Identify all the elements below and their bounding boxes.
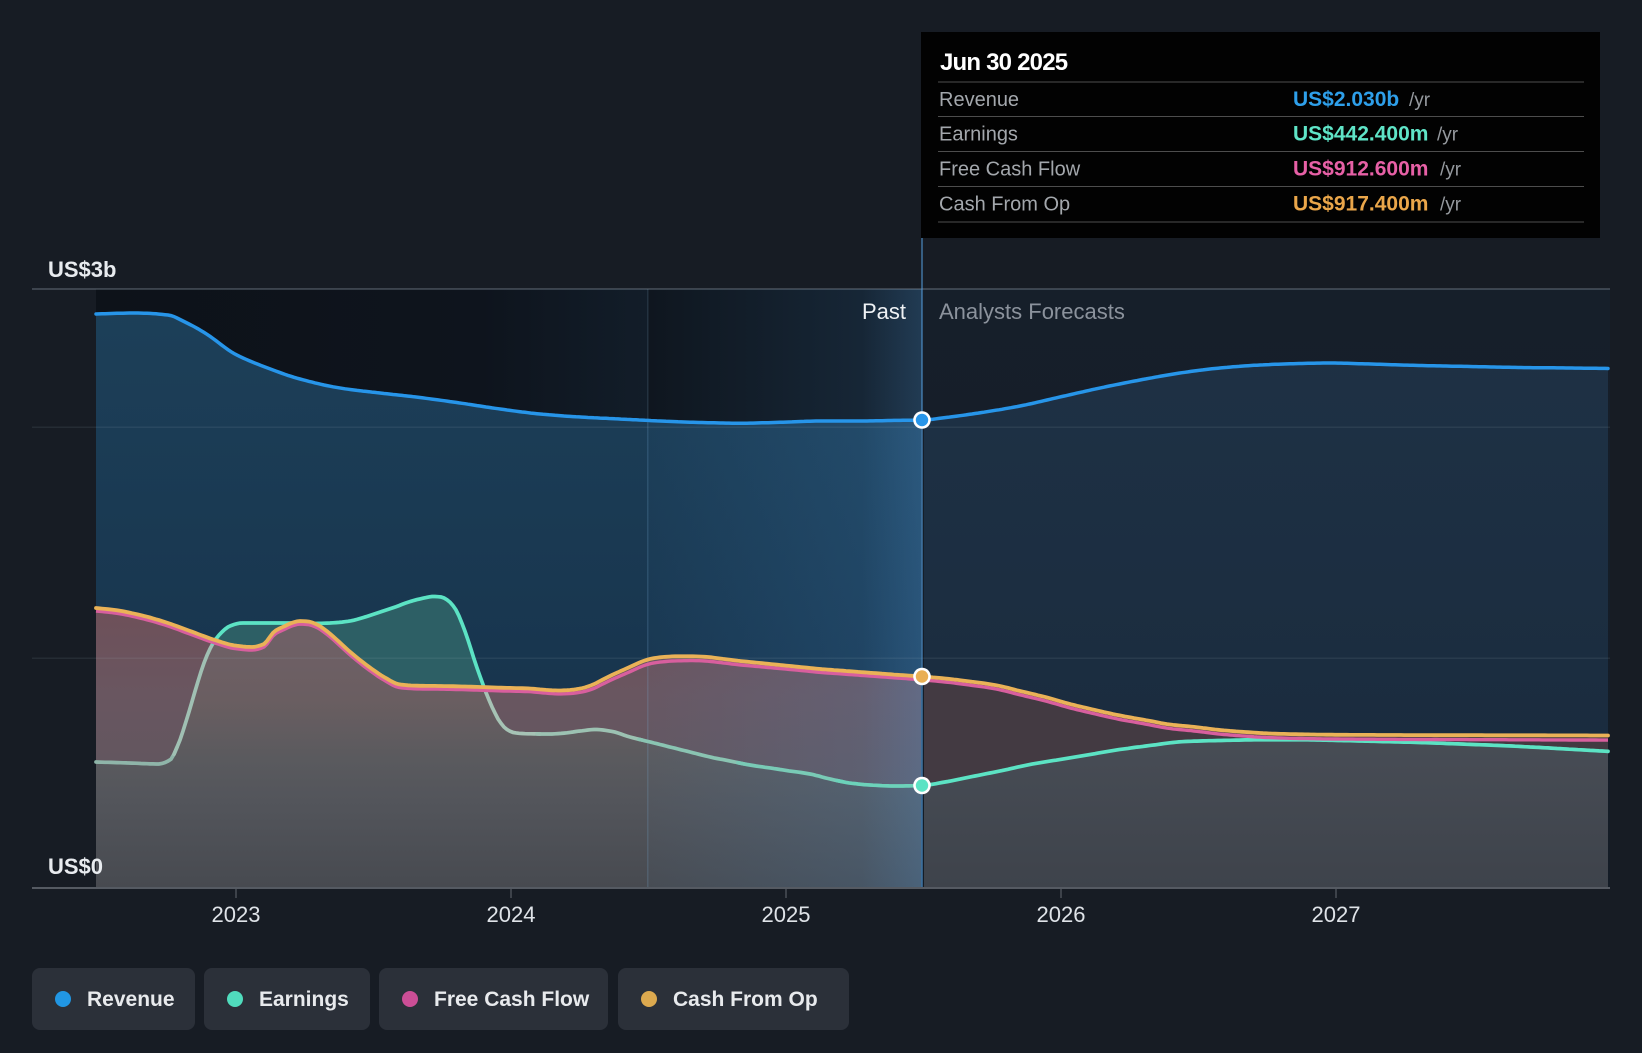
svg-text:Jun 30 2025: Jun 30 2025 (940, 49, 1068, 76)
svg-text:US$0: US$0 (48, 854, 103, 879)
svg-text:US$2.030b: US$2.030b (1293, 88, 1399, 111)
svg-text:US$912.600m: US$912.600m (1293, 158, 1428, 181)
svg-text:2023: 2023 (212, 902, 261, 927)
svg-text:/yr: /yr (1440, 195, 1462, 216)
svg-text:2024: 2024 (487, 902, 536, 927)
svg-text:/yr: /yr (1440, 160, 1462, 181)
svg-text:/yr: /yr (1409, 90, 1431, 111)
svg-text:/yr: /yr (1437, 125, 1459, 146)
svg-text:Earnings: Earnings (259, 988, 349, 1011)
svg-text:2026: 2026 (1037, 902, 1086, 927)
svg-text:Cash From Op: Cash From Op (673, 988, 818, 1011)
svg-text:Cash From Op: Cash From Op (939, 194, 1070, 216)
svg-text:Past: Past (862, 299, 906, 324)
svg-text:US$3b: US$3b (48, 257, 116, 282)
svg-text:Free Cash Flow: Free Cash Flow (939, 159, 1081, 181)
svg-text:US$442.400m: US$442.400m (1293, 123, 1428, 146)
svg-text:Earnings: Earnings (939, 124, 1018, 146)
svg-text:Free Cash Flow: Free Cash Flow (434, 988, 590, 1011)
svg-text:Analysts Forecasts: Analysts Forecasts (939, 299, 1125, 324)
svg-text:Revenue: Revenue (87, 988, 175, 1011)
svg-text:2027: 2027 (1312, 902, 1361, 927)
svg-text:US$917.400m: US$917.400m (1293, 193, 1428, 216)
svg-text:2025: 2025 (762, 902, 811, 927)
svg-text:Revenue: Revenue (939, 89, 1019, 111)
